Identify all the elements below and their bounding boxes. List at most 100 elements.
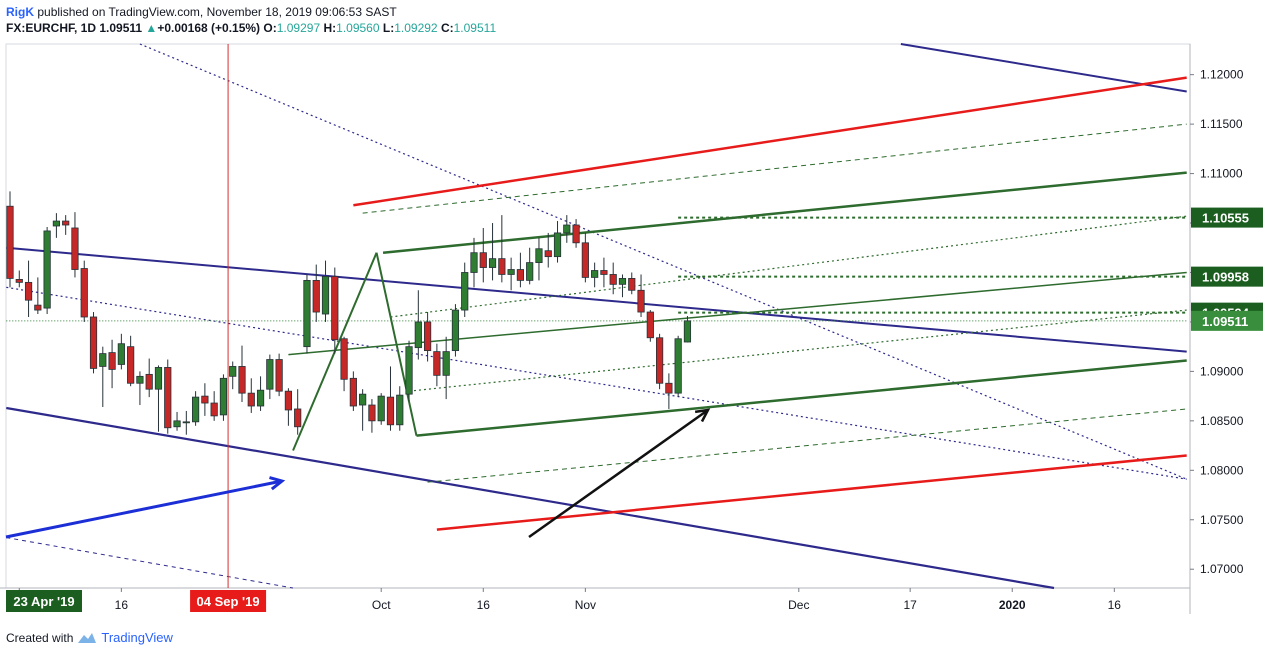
green-channel-outer-upper bbox=[362, 123, 1187, 214]
author-name[interactable]: RigK bbox=[6, 5, 34, 19]
open-label: O: bbox=[263, 21, 277, 35]
published-text: published on TradingView.com, November 1… bbox=[37, 5, 397, 19]
candle-body bbox=[591, 270, 599, 278]
price-tick-label: 1.12000 bbox=[1200, 68, 1244, 82]
candle-body bbox=[451, 309, 460, 352]
candle-body bbox=[442, 351, 450, 376]
candle-body bbox=[303, 279, 311, 348]
footer: Created with TradingView bbox=[6, 630, 173, 645]
time-tick-label: Nov bbox=[575, 598, 596, 612]
candle-body bbox=[99, 353, 107, 367]
candle-body bbox=[62, 220, 70, 226]
black-arrow bbox=[528, 408, 709, 539]
price-tick-label: 1.07000 bbox=[1200, 562, 1244, 576]
tradingview-logo-icon bbox=[78, 632, 97, 643]
candle-body bbox=[628, 278, 636, 291]
time-tick-label: 16 bbox=[477, 598, 491, 612]
candle-body bbox=[15, 279, 23, 283]
candle-body bbox=[581, 242, 589, 278]
candle-body bbox=[498, 258, 506, 275]
time-tick-label: 2020 bbox=[999, 598, 1026, 612]
price-tick-label: 1.08000 bbox=[1200, 463, 1244, 477]
candle-body bbox=[526, 262, 534, 281]
time-tick-label: Dec bbox=[788, 598, 809, 612]
candle-body bbox=[52, 220, 61, 227]
candle-body bbox=[321, 276, 330, 315]
candle-body bbox=[507, 269, 515, 275]
candle-body bbox=[665, 382, 673, 394]
price-tick-label: 1.08500 bbox=[1200, 414, 1244, 428]
candle-body bbox=[683, 320, 692, 343]
candle-body bbox=[479, 252, 487, 268]
price-tick-label: 1.11500 bbox=[1200, 117, 1243, 131]
candle-body bbox=[164, 367, 172, 429]
candle-body bbox=[256, 389, 265, 407]
candle-body bbox=[470, 252, 478, 273]
candle-body bbox=[637, 289, 645, 313]
candle-body bbox=[516, 269, 525, 281]
candle-body bbox=[6, 205, 14, 279]
candle-body bbox=[423, 321, 432, 352]
candle-body bbox=[247, 392, 255, 407]
close-label: C: bbox=[440, 21, 454, 35]
blue-arrow-head bbox=[269, 476, 286, 491]
candle-body bbox=[294, 408, 302, 428]
green-channel-median bbox=[288, 271, 1187, 356]
candle-body bbox=[572, 224, 580, 244]
green-channel-lower bbox=[416, 359, 1187, 437]
open-value: 1.09297 bbox=[276, 21, 321, 35]
candle-body bbox=[414, 321, 422, 349]
price-badge bbox=[1191, 266, 1263, 287]
date-badge bbox=[190, 590, 267, 612]
candle-body bbox=[674, 338, 682, 394]
candle-body bbox=[600, 270, 608, 275]
red-line-lower bbox=[436, 454, 1187, 531]
candle-body bbox=[368, 404, 376, 422]
high-label: H: bbox=[323, 21, 337, 35]
time-tick-label: Oct bbox=[372, 598, 391, 612]
candle-body bbox=[312, 279, 320, 313]
change-value: +0.00168 (+0.15%) bbox=[157, 21, 261, 35]
green-channel-quarter-lower bbox=[408, 309, 1187, 392]
green-channel-outer-lower bbox=[427, 408, 1187, 483]
blue-upper-line bbox=[900, 43, 1187, 93]
candle-body bbox=[136, 375, 144, 384]
red-line-upper bbox=[353, 76, 1187, 207]
date-badge bbox=[6, 590, 82, 612]
candle-body bbox=[229, 366, 237, 377]
candle-body bbox=[80, 268, 88, 318]
candle-body bbox=[71, 227, 79, 270]
symbol-label[interactable]: FX:EURCHF, 1D bbox=[6, 21, 97, 35]
candle-body bbox=[219, 377, 228, 416]
candle-body bbox=[349, 377, 357, 407]
tradingview-brand[interactable]: TradingView bbox=[101, 630, 173, 645]
blue-channel-mid-dotted bbox=[139, 43, 1187, 480]
price-tick-label: 1.07500 bbox=[1200, 513, 1244, 527]
green-channel-quarter-upper bbox=[390, 215, 1187, 318]
candle-body bbox=[553, 232, 562, 258]
candle-body bbox=[396, 394, 404, 426]
time-tick-label: 17 bbox=[903, 598, 917, 612]
change-up-icon: ▲ bbox=[145, 21, 158, 35]
candle-body bbox=[386, 396, 395, 426]
candle-body bbox=[461, 272, 469, 311]
candle-body bbox=[377, 395, 385, 422]
price-badge bbox=[1191, 207, 1263, 228]
candle-body bbox=[284, 390, 293, 411]
candle-body bbox=[24, 281, 33, 301]
green-channel-upper bbox=[382, 171, 1187, 254]
publish-line: RigK published on TradingView.com, Novem… bbox=[6, 4, 496, 20]
candle-body bbox=[201, 395, 209, 404]
ohlc-line: FX:EURCHF, 1D 1.09511 ▲+0.00168 (+0.15%)… bbox=[6, 20, 496, 36]
price-tick-label: 1.09000 bbox=[1200, 364, 1244, 378]
low-value: 1.09292 bbox=[394, 21, 438, 35]
price-badge-label: 1.09511 bbox=[1202, 314, 1248, 329]
blue-channel-lower bbox=[6, 406, 1055, 590]
price-badge-label: 1.09958 bbox=[1202, 270, 1249, 285]
blue-channel-upper bbox=[6, 246, 1187, 353]
candle-body bbox=[238, 366, 246, 394]
blue-arrow bbox=[5, 479, 283, 539]
candle-body bbox=[127, 346, 135, 384]
price-tick-label: 1.11000 bbox=[1200, 167, 1243, 181]
